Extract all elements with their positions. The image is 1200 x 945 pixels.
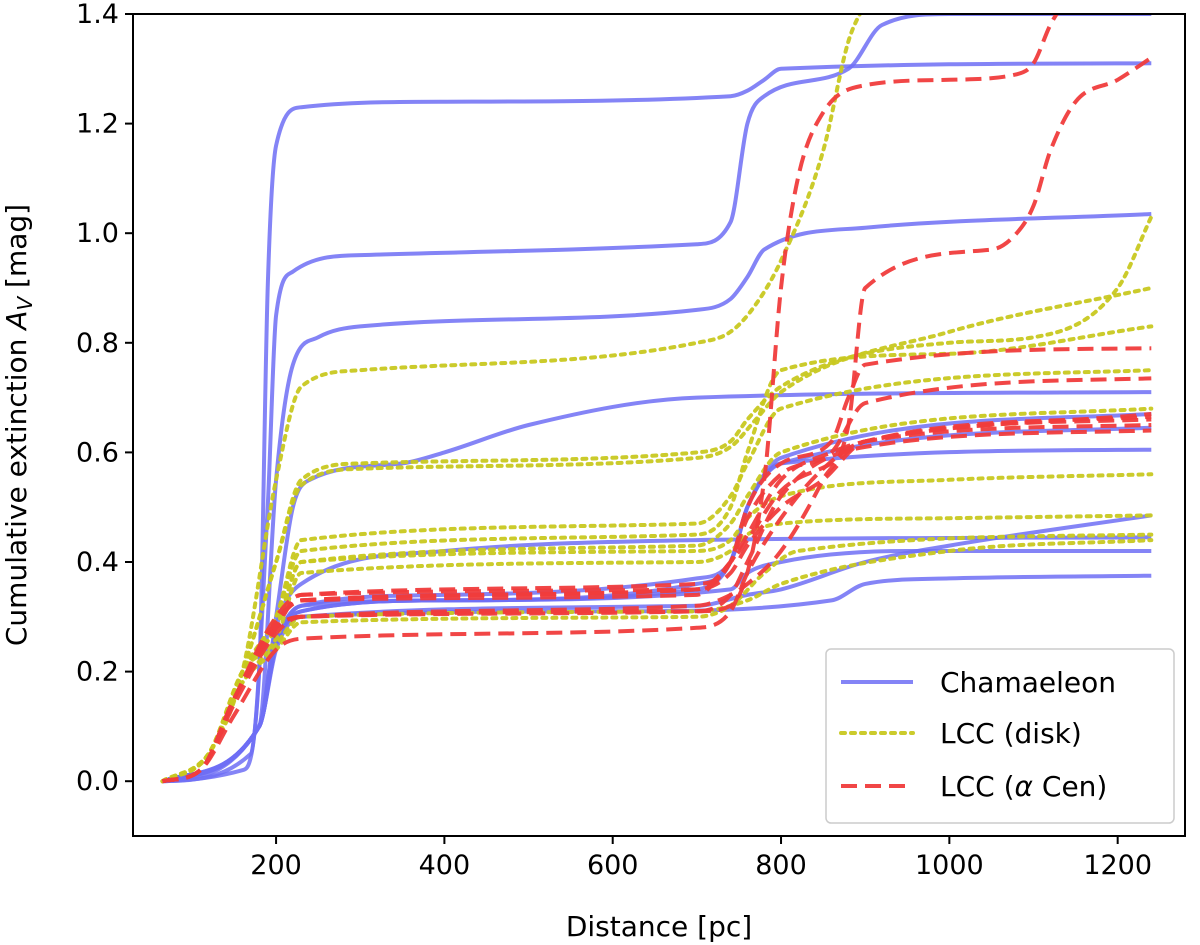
legend-label-lcc-alpha-cen: LCC (α Cen) — [940, 770, 1107, 803]
y-tick-label-1.4: 1.4 — [76, 0, 119, 30]
series-line-lcc-disk-10 — [160, 532, 1154, 784]
y-axis-label-var: A — [0, 311, 33, 332]
legend-label-lcc-disk: LCC (disk) — [940, 717, 1082, 750]
x-axis-label: Distance [pc] — [566, 910, 752, 943]
y-tick-label-0.6: 0.6 — [76, 437, 119, 468]
y-tick-label-0.8: 0.8 — [76, 328, 119, 359]
y-axis: 0.0 0.2 0.4 0.6 0.8 1.0 1.2 1.4 — [76, 0, 133, 797]
y-axis-label-sub: V — [13, 296, 37, 311]
x-tick-label-1200: 1200 — [1083, 850, 1152, 881]
legend-box — [825, 648, 1175, 824]
legend-label-lcc-alpha-cen-greek: α — [1015, 770, 1034, 803]
x-axis: 200 400 600 800 1000 1200 — [250, 836, 1152, 881]
y-axis-label: Cumulative extinction AV [mag] — [0, 204, 37, 646]
y-tick-label-1.2: 1.2 — [76, 109, 119, 140]
y-tick-label-1.0: 1.0 — [76, 218, 119, 249]
x-tick-label-800: 800 — [755, 850, 807, 881]
series-line-lcc-cen-8 — [162, 423, 1152, 784]
y-tick-label-0.0: 0.0 — [76, 766, 119, 797]
y-axis-label-suffix: [mag] — [0, 204, 33, 297]
plot-frame — [132, 13, 1186, 837]
series-layer — [160, 14, 1154, 784]
legend-label-lcc-alpha-cen-prefix: LCC ( — [940, 770, 1015, 803]
series-line-lcc-disk-8 — [160, 513, 1154, 784]
series-line-lcc-cen-7 — [162, 417, 1152, 784]
y-tick-label-0.2: 0.2 — [76, 657, 119, 688]
legend: Chamaeleon LCC (disk) LCC (α Cen) — [825, 648, 1175, 824]
legend-label-chamaeleon: Chamaeleon — [940, 666, 1116, 699]
x-tick-label-1000: 1000 — [915, 850, 984, 881]
x-tick-label-600: 600 — [587, 850, 639, 881]
x-tick-label-400: 400 — [419, 850, 471, 881]
legend-label-lcc-alpha-cen-tail: Cen) — [1033, 770, 1107, 803]
y-axis-label-prefix: Cumulative extinction — [0, 330, 33, 646]
y-tick-label-0.4: 0.4 — [76, 547, 119, 578]
x-tick-label-200: 200 — [250, 850, 302, 881]
